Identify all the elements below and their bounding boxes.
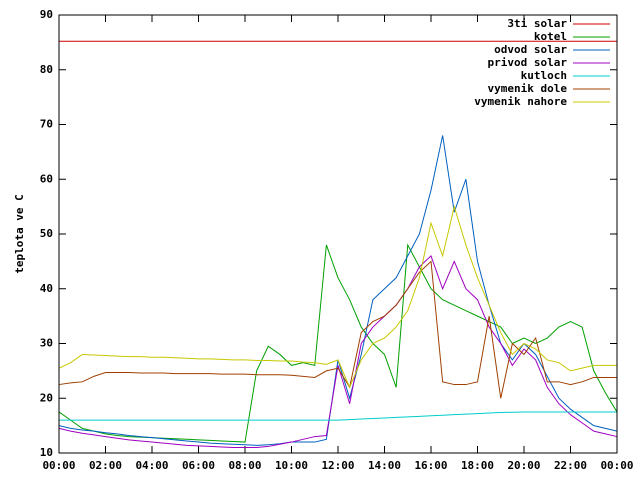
legend-label: vymenik nahore xyxy=(474,95,567,108)
y-tick-label: 50 xyxy=(40,227,53,240)
y-axis-label: teplota ve C xyxy=(13,194,26,273)
data-line xyxy=(59,411,617,421)
y-tick-label: 60 xyxy=(40,172,53,185)
data-line xyxy=(58,260,617,399)
x-tick-label: 12:00 xyxy=(321,459,354,472)
x-tick-label: 00:00 xyxy=(600,459,633,472)
legend-label: privod solar xyxy=(488,56,568,69)
x-tick-label: 10:00 xyxy=(275,459,308,472)
legend-label: odvod solar xyxy=(494,43,567,56)
x-tick-label: 06:00 xyxy=(182,459,215,472)
x-tick-label: 04:00 xyxy=(135,459,168,472)
y-tick-label: 80 xyxy=(40,63,53,76)
legend-label: 3ti solar xyxy=(507,17,567,30)
y-tick-label: 90 xyxy=(40,8,53,21)
x-tick-label: 20:00 xyxy=(507,459,540,472)
y-tick-label: 70 xyxy=(40,118,53,131)
y-tick-label: 10 xyxy=(40,446,53,459)
x-tick-label: 00:00 xyxy=(42,459,75,472)
y-tick-label: 20 xyxy=(40,391,53,404)
legend-label: kutloch xyxy=(521,69,567,82)
data-line xyxy=(58,204,617,389)
plot-frame xyxy=(58,14,618,454)
data-line xyxy=(58,255,618,449)
x-tick-label: 02:00 xyxy=(89,459,122,472)
x-tick-label: 14:00 xyxy=(368,459,401,472)
x-tick-label: 08:00 xyxy=(228,459,261,472)
legend-label: kotel xyxy=(534,30,567,43)
legend-label: vymenik dole xyxy=(488,82,568,95)
y-tick-label: 40 xyxy=(40,282,53,295)
x-tick-label: 22:00 xyxy=(554,459,587,472)
x-tick-label: 16:00 xyxy=(414,459,447,472)
y-tick-label: 30 xyxy=(40,337,53,350)
x-tick-label: 18:00 xyxy=(461,459,494,472)
